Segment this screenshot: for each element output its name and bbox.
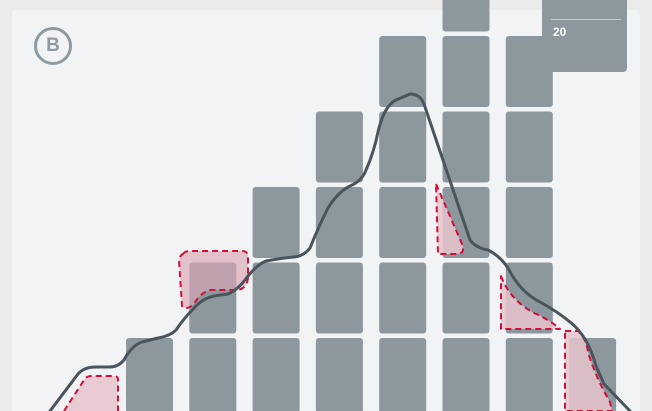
block-col3-row1 xyxy=(252,338,300,411)
highlight-region-peak xyxy=(435,183,465,255)
block-col6-row1 xyxy=(442,338,490,411)
block-col6-row6 xyxy=(442,0,490,32)
section-badge-label: B xyxy=(46,35,60,56)
highlight-region-right xyxy=(564,330,613,411)
highlight-region-step xyxy=(178,250,249,310)
block-col7-row4 xyxy=(505,111,553,183)
block-col6-row4 xyxy=(442,111,490,183)
block-col4-row4 xyxy=(315,111,363,183)
block-col3-row3 xyxy=(252,187,300,258)
block-col1-row1 xyxy=(126,338,173,411)
block-col5-row3 xyxy=(379,187,427,258)
highlight-region-slope xyxy=(500,275,561,330)
block-col7-row3 xyxy=(505,187,553,258)
block-col5-row1 xyxy=(379,338,427,411)
outline-curve xyxy=(48,92,632,411)
block-col4-row3 xyxy=(315,187,363,258)
block-col5-row4 xyxy=(379,111,427,183)
block-col6-row5 xyxy=(442,36,490,107)
block-col3-row2 xyxy=(252,262,300,334)
block-col7-row1 xyxy=(505,338,553,411)
section-badge: B xyxy=(34,27,72,65)
block-col7-row5 xyxy=(505,36,553,107)
counter-card: 20 xyxy=(542,0,627,72)
block-col5-row5 xyxy=(379,36,427,107)
highlight-regions xyxy=(63,183,613,411)
block-col4-row1 xyxy=(315,338,363,411)
block-col5-row2 xyxy=(379,262,427,334)
counter-divider xyxy=(551,19,621,20)
highlight-region-left xyxy=(63,375,119,411)
block-col2-row1 xyxy=(189,338,237,411)
counter-value: 20 xyxy=(553,25,567,39)
block-col4-row2 xyxy=(315,262,363,334)
block-col6-row2 xyxy=(442,262,490,334)
